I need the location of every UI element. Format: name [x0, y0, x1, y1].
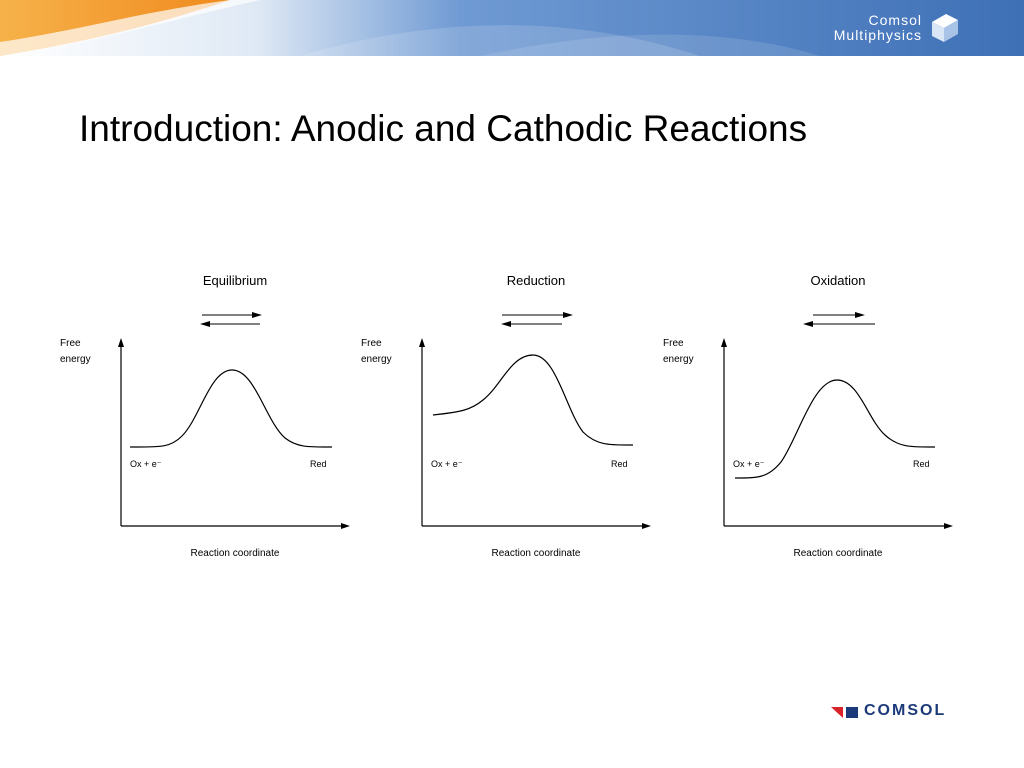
- cube-icon: [932, 14, 958, 42]
- energy-diagram: [419, 312, 651, 529]
- energy-diagram: [721, 312, 953, 529]
- footer-brand: COMSOL: [864, 702, 947, 719]
- x-axis-label: Reaction coordinate: [793, 548, 883, 559]
- panel-title: Oxidation: [810, 273, 866, 288]
- header-banner: Comsol Multiphysics: [0, 0, 1024, 56]
- reaction-arrows: [200, 312, 262, 327]
- axes: [419, 338, 651, 529]
- reactant-label: Ox + e⁻: [130, 459, 162, 469]
- product-label: Red: [913, 459, 930, 469]
- panel-reduction: Reduction Free energy Ox + e⁻ Red Reacti…: [361, 260, 661, 580]
- reaction-arrows: [501, 312, 573, 327]
- brand-comsol: Comsol: [868, 12, 922, 28]
- reactant-label: Ox + e⁻: [733, 459, 765, 469]
- y-axis-label: Free energy: [361, 338, 392, 365]
- axes: [721, 338, 953, 529]
- product-label: Red: [310, 459, 327, 469]
- energy-curve: [129, 369, 333, 448]
- energy-diagram: [118, 312, 350, 529]
- page-title: Introduction: Anodic and Cathodic Reacti…: [79, 108, 808, 149]
- energy-curve: [432, 354, 634, 446]
- y-axis-label: Free energy: [60, 338, 91, 365]
- panel-title: Equilibrium: [202, 273, 268, 288]
- panel-oxidation: Oxidation Free energy Ox + e⁻ Red Reacti…: [663, 260, 963, 580]
- x-axis-label: Reaction coordinate: [491, 548, 581, 559]
- reaction-arrows: [803, 312, 875, 327]
- comsol-logo-icon: [831, 707, 858, 718]
- axes: [118, 338, 350, 529]
- panel-title: Reduction: [506, 273, 566, 288]
- panel-equilibrium: Equilibrium Free energy Ox + e⁻ Red Reac…: [60, 260, 360, 580]
- x-axis-label: Reaction coordinate: [190, 548, 280, 559]
- reactant-label: Ox + e⁻: [431, 459, 463, 469]
- y-axis-label: Free energy: [663, 338, 694, 365]
- banner-graphic: [0, 0, 1024, 56]
- product-label: Red: [611, 459, 628, 469]
- brand-multiphysics: Multiphysics: [833, 27, 922, 43]
- energy-curve: [734, 379, 936, 479]
